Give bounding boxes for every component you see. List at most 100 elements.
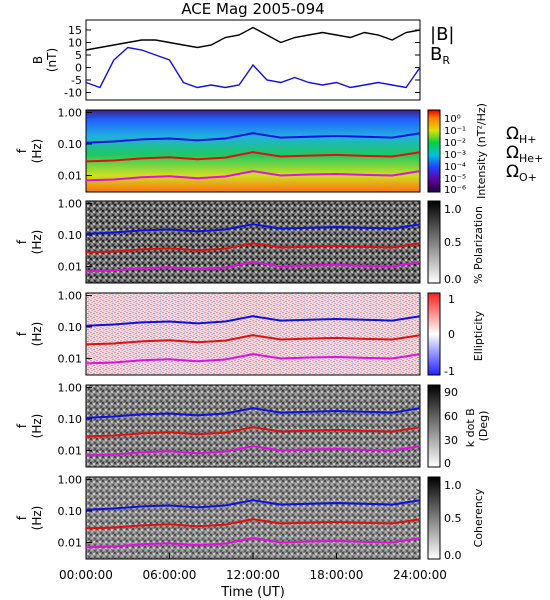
cbar-tick: 10⁰: [444, 114, 461, 125]
ylabel-b: B: [31, 56, 45, 64]
coherency-colorbar-label: Coherency: [472, 488, 485, 547]
h-plus-gyro-line: [85, 223, 421, 235]
he-plus-gyro-line: [85, 518, 421, 530]
intensity-colorbar: [427, 109, 441, 193]
freq-label-hz: (Hz): [30, 414, 44, 439]
cbar-tick: 10⁻²: [444, 138, 466, 149]
freq-label-f: f: [15, 515, 29, 520]
freq-label-f: f: [15, 331, 29, 336]
k-dot-b-colorbar: [427, 384, 441, 468]
cbar-tick: 90: [444, 386, 458, 399]
h-plus-gyro-line: [85, 407, 421, 419]
cbar-tick: -1: [444, 365, 455, 378]
panel-ellipticity: 1 0 -1 Ellipticity: [85, 292, 485, 378]
polarization-spectrogram: [86, 201, 420, 283]
freq-tick-label: 0.01: [58, 537, 83, 550]
cbar-tick: 30: [444, 434, 458, 447]
x-tick-label: 24:00:00: [393, 568, 447, 582]
he-plus-gyro-line: [85, 426, 421, 438]
x-tick-label: 12:00:00: [226, 568, 280, 582]
k-dot-b-colorbar-label: k dot B (Deg): [464, 405, 490, 447]
freq-tick-label: 0.10: [58, 505, 83, 518]
freq-label-hz: (Hz): [30, 322, 44, 347]
x-tick-label: 06:00:00: [143, 568, 197, 582]
legend-b-total: |B|: [430, 24, 454, 45]
y-tick-label: 10: [68, 37, 82, 50]
y-tick-label: -5: [71, 74, 82, 87]
cbar-tick: 10⁻⁴: [444, 162, 466, 173]
coherency-spectrogram: [86, 477, 420, 559]
ellipticity-colorbar-label: Ellipticity: [472, 310, 485, 361]
freq-label-f: f: [15, 239, 29, 244]
cbar-tick: 1: [448, 293, 455, 306]
he-plus-gyro-line: [85, 151, 421, 163]
cbar-tick: 10⁻¹: [444, 126, 466, 137]
cbar-tick: 0: [444, 457, 451, 470]
plot-frame: [85, 109, 421, 193]
cbar-tick: 0.5: [444, 236, 462, 249]
ellipticity-spectrogram: [86, 293, 420, 375]
y-tick-label: 0: [75, 62, 82, 75]
freq-label-f: f: [15, 148, 29, 153]
y-tick-label: -10: [64, 87, 82, 100]
gyro-legend: ΩH+ ΩHe+ ΩO+: [506, 124, 543, 184]
cbar-tick: 0.0: [444, 549, 462, 562]
x-tick-label: 18:00:00: [310, 568, 364, 582]
frequency-axes: 1.000.100.01f (Hz)1.000.100.01f (Hz)1.000.…: [15, 106, 92, 550]
freq-label-hz: (Hz): [30, 506, 44, 531]
freq-label-hz: (Hz): [30, 230, 44, 255]
plot-frame: [85, 19, 421, 101]
freq-tick-label: 0.10: [58, 321, 83, 334]
x-axis-label: Time (UT): [220, 585, 285, 600]
freq-tick-label: 0.01: [58, 261, 83, 274]
cbar-tick: 10⁻⁵: [444, 174, 466, 185]
o-plus-gyro-line: [85, 445, 421, 457]
intensity-spectrogram: [86, 110, 420, 192]
coherency-colorbar: [427, 476, 441, 560]
panel-k-dot-b: 90 60 30 0 k dot B (Deg): [85, 384, 490, 470]
k-dot-b-spectrogram: [86, 385, 420, 467]
ellipticity-colorbar: [427, 292, 441, 376]
gyro-label-h-plus: ΩH+: [506, 124, 537, 146]
freq-tick-label: 0.01: [58, 353, 83, 366]
plot-frame: [85, 292, 421, 376]
cbar-tick: 0: [448, 328, 455, 341]
cbar-tick: 0.5: [444, 512, 462, 525]
gyro-label-he-plus: ΩHe+: [506, 143, 543, 165]
b-total-line: [85, 26, 421, 51]
polarization-colorbar: [427, 200, 441, 284]
x-tick-label: 00:00:00: [59, 568, 113, 582]
k-dot-b-label-line: (Deg): [477, 411, 490, 442]
freq-label-f: f: [15, 423, 29, 428]
legend-b-r: BR: [430, 44, 450, 67]
freq-tick-label: 0.01: [58, 445, 83, 458]
cbar-tick: 1.0: [444, 203, 462, 216]
polarization-colorbar-label: % Polarization: [472, 206, 485, 284]
cbar-tick: 10⁻⁶: [444, 185, 466, 196]
panel-polarization: 1.0 0.5 0.0 % Polarization: [85, 200, 485, 286]
o-plus-gyro-line: [85, 261, 421, 273]
freq-label-hz: (Hz): [30, 139, 44, 164]
freq-tick-label: 1.00: [58, 197, 83, 210]
figure-title: ACE Mag 2005-094: [181, 0, 324, 18]
panel-intensity: 10⁰ 10⁻¹ 10⁻² 10⁻³ 10⁻⁴ 10⁻⁵ 10⁻⁶ Intens…: [85, 103, 543, 199]
b-r-line: [85, 46, 421, 89]
plot-frame: [85, 384, 421, 468]
freq-tick-label: 0.10: [58, 413, 83, 426]
o-plus-gyro-line: [85, 353, 421, 365]
he-plus-gyro-line: [85, 334, 421, 346]
k-dot-b-label-line: k dot B: [464, 408, 477, 447]
intensity-colorbar-label: Intensity (nT²/Hz): [475, 103, 488, 199]
freq-tick-label: 1.00: [58, 289, 83, 302]
cbar-tick: 0.0: [444, 273, 462, 286]
gyro-label-o-plus: ΩO+: [506, 162, 537, 184]
freq-tick-label: 0.10: [58, 229, 83, 242]
h-plus-gyro-line: [85, 132, 421, 144]
freq-tick-label: 0.01: [58, 170, 83, 183]
panel-coherency: 1.0 0.5 0.0 Coherency: [85, 476, 485, 562]
y-tick-label: 15: [68, 24, 82, 37]
gyrofrequency-lines: [85, 132, 421, 549]
ylabel-nt: (nT): [45, 48, 59, 72]
